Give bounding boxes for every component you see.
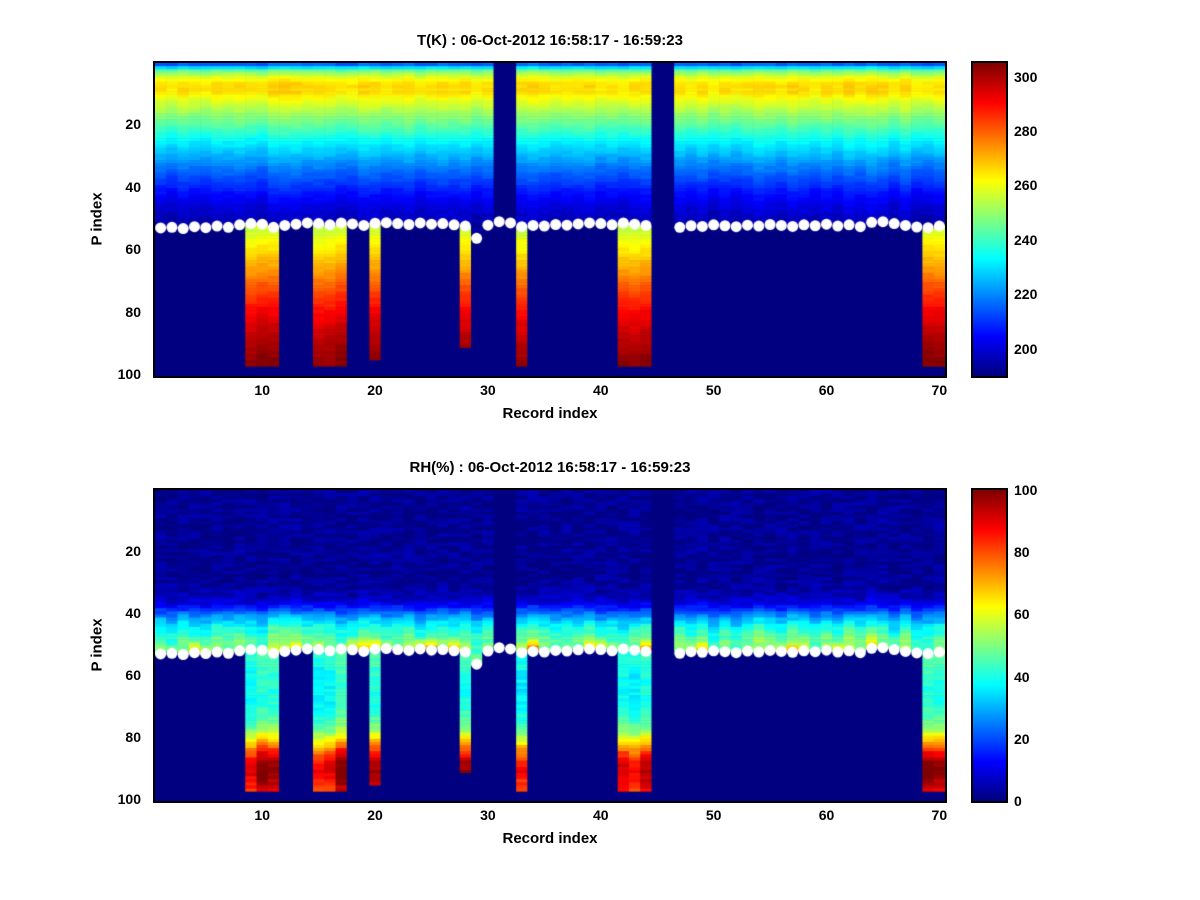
- humidity-x-axis-label: Record index: [502, 830, 598, 847]
- y-tick-label: 100: [117, 366, 141, 383]
- humidity-colorbar-tick-labels: 0 20 40 60 80 100: [1014, 482, 1074, 809]
- humidity-heatmap-canvas: [153, 488, 947, 803]
- x-tick-label: 60: [818, 807, 835, 823]
- x-tick-label: 10: [254, 807, 270, 823]
- temperature-plot-title: T(K) : 06-Oct-2012 16:58:17 - 16:59:23: [417, 32, 683, 49]
- y-tick-label: 20: [125, 542, 141, 559]
- colorbar-tick-label: 220: [1014, 286, 1038, 303]
- colorbar-tick-label: 260: [1014, 177, 1038, 194]
- y-tick-label: 40: [125, 604, 141, 621]
- x-tick-label: 70: [931, 382, 948, 398]
- colorbar-tick-label: 100: [1014, 482, 1038, 498]
- humidity-colorbar-canvas: [971, 488, 1008, 803]
- colorbar-tick-label: 20: [1014, 730, 1030, 747]
- colorbar-tick-label: 300: [1014, 68, 1038, 85]
- humidity-plot-title: RH(%) : 06-Oct-2012 16:58:17 - 16:59:23: [409, 459, 691, 476]
- y-tick-label: 60: [125, 241, 141, 258]
- x-tick-label: 30: [480, 382, 496, 398]
- y-tick-label: 80: [125, 729, 141, 746]
- y-tick-label: 20: [125, 116, 141, 133]
- temperature-y-tick-labels: 20 40 60 80 100: [0, 63, 147, 382]
- temperature-colorbar-canvas: [971, 61, 1008, 378]
- colorbar-tick-label: 60: [1014, 606, 1030, 623]
- humidity-y-tick-labels: 20 40 60 80 100: [0, 490, 147, 808]
- x-tick-label: 20: [367, 382, 383, 398]
- x-tick-label: 40: [592, 382, 609, 398]
- x-tick-label: 40: [592, 807, 609, 823]
- colorbar-tick-label: 80: [1014, 544, 1030, 561]
- y-tick-label: 40: [125, 178, 141, 195]
- colorbar-tick-label: 240: [1014, 231, 1038, 248]
- colorbar-tick-label: 40: [1014, 668, 1030, 685]
- temperature-colorbar-tick-labels: 200 220 240 260 280 300: [1014, 63, 1074, 376]
- x-tick-label: 30: [480, 807, 496, 823]
- x-tick-label: 20: [367, 807, 383, 823]
- y-tick-label: 100: [117, 791, 141, 808]
- temperature-y-axis-label: P index: [88, 192, 106, 246]
- colorbar-tick-label: 200: [1014, 340, 1038, 357]
- temperature-x-axis-label: Record index: [502, 405, 598, 422]
- humidity-x-tick-labels: 10 20 30 40 50 60 70: [155, 807, 948, 825]
- colorbar-tick-label: 280: [1014, 123, 1038, 140]
- x-tick-label: 10: [254, 382, 270, 398]
- x-tick-label: 50: [705, 382, 722, 398]
- y-tick-label: 80: [125, 303, 141, 320]
- y-tick-label: 60: [125, 667, 141, 684]
- temperature-heatmap-canvas: [153, 61, 947, 378]
- colorbar-tick-label: 0: [1014, 793, 1022, 809]
- temperature-x-tick-labels: 10 20 30 40 50 60 70: [155, 382, 948, 400]
- humidity-y-axis-label: P index: [88, 618, 106, 672]
- x-tick-label: 60: [818, 382, 835, 398]
- x-tick-label: 70: [931, 807, 948, 823]
- x-tick-label: 50: [705, 807, 722, 823]
